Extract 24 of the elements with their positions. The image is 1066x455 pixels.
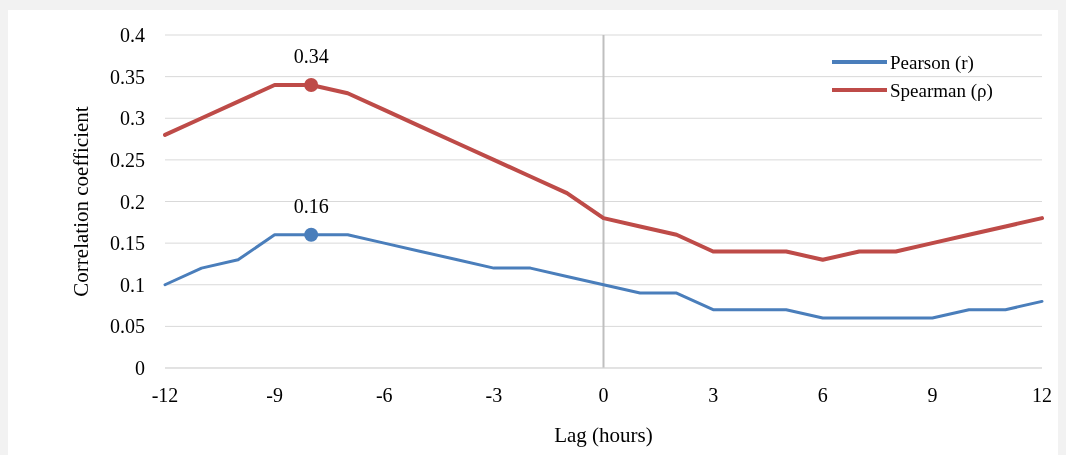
y-tick-label: 0 [135,357,145,379]
y-tick-label: 0.1 [120,273,145,296]
y-tick-label: 0.2 [120,190,145,213]
x-axis-title: Lag (hours) [554,423,653,447]
y-tick-label: 0.15 [110,232,145,255]
y-tick-label: 0.3 [120,107,145,130]
x-tick-label: 9 [927,384,938,406]
x-tick-label: 0 [598,384,609,406]
y-tick-label: 0.35 [110,65,145,88]
x-tick-label: 6 [817,384,828,406]
legend-label: Pearson (r) [890,51,974,74]
x-tick-label: 3 [708,384,719,406]
x-tick-label: -9 [266,384,283,406]
x-tick-label: -6 [375,384,393,406]
x-tick-label: -12 [151,384,179,406]
y-tick-label: 0.4 [120,24,145,46]
legend-label: Spearman (ρ) [890,79,993,102]
y-axis-title: Correlation coefficient [69,106,93,297]
x-tick-label: 12 [1032,384,1052,406]
x-tick-label: -3 [485,384,503,406]
annotation: 0.16 [293,194,329,217]
y-tick-label: 0.25 [110,148,145,171]
y-tick-label: 0.05 [110,315,145,338]
annotation: 0.34 [293,44,329,67]
